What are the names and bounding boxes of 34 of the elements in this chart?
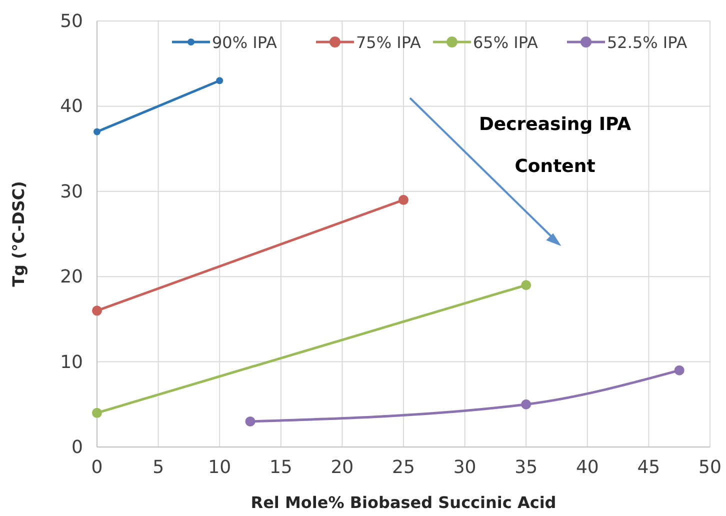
y-tick-label: 30 bbox=[60, 181, 83, 202]
x-tick-label: 45 bbox=[637, 457, 660, 478]
x-tick-label: 25 bbox=[392, 457, 415, 478]
y-tick-label: 20 bbox=[60, 266, 83, 288]
y-tick-label: 0 bbox=[72, 437, 83, 458]
y-axis-title: Tg (°C-DSC) bbox=[9, 181, 28, 287]
y-tick-label: 40 bbox=[60, 96, 83, 118]
point bbox=[92, 408, 102, 418]
x-tick-label: 15 bbox=[269, 457, 292, 478]
x-tick-label: 0 bbox=[91, 457, 103, 478]
legend-label: 65% IPA bbox=[473, 33, 538, 52]
annotation: Decreasing IPA bbox=[478, 114, 632, 135]
x-tick-label: 35 bbox=[514, 457, 538, 478]
y-tick-label: 50 bbox=[60, 11, 83, 32]
x-tick-label: 40 bbox=[576, 457, 599, 478]
point bbox=[92, 306, 102, 316]
y-tick-label: 10 bbox=[60, 352, 83, 373]
point bbox=[521, 399, 532, 410]
legend-label: 90% IPA bbox=[212, 33, 277, 52]
point bbox=[398, 194, 408, 205]
x-axis-title: Rel Mole% Biobased Succinic Acid bbox=[250, 493, 556, 512]
x-tick-label: 10 bbox=[208, 457, 232, 478]
x-tick-label: 20 bbox=[330, 457, 354, 478]
legend-label: 75% IPA bbox=[356, 33, 421, 52]
x-tick-label: 30 bbox=[453, 457, 476, 478]
point bbox=[216, 77, 224, 84]
point bbox=[94, 128, 100, 136]
point bbox=[245, 416, 256, 426]
x-tick-label: 50 bbox=[698, 457, 722, 478]
legend-label: 52.5% IPA bbox=[607, 33, 688, 52]
x-tick-label: 5 bbox=[152, 457, 164, 478]
annotation: Content bbox=[514, 156, 596, 177]
point bbox=[674, 365, 684, 376]
point bbox=[521, 280, 532, 290]
